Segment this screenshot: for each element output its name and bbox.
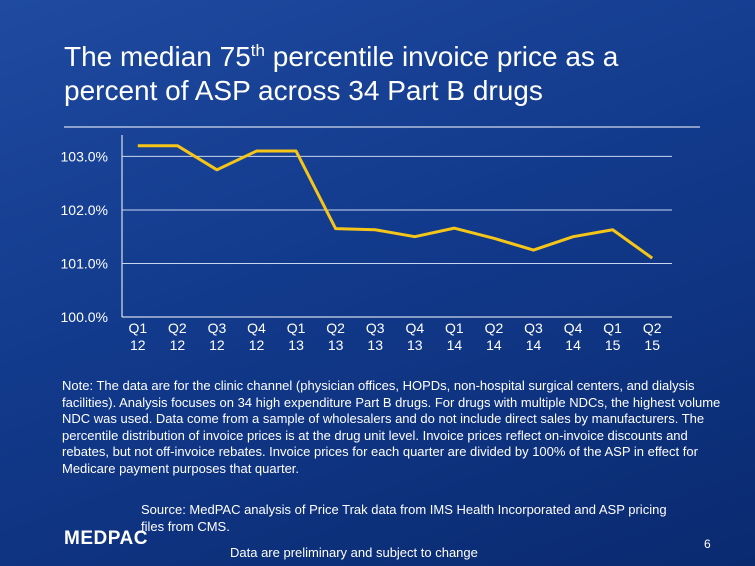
x-tick-label: Q2 xyxy=(326,320,345,336)
note: Note: The data are for the clinic channe… xyxy=(62,378,721,476)
x-tick-label: Q1 xyxy=(445,320,464,336)
x-tick-label: 12 xyxy=(249,337,265,353)
x-tick-label: Q4 xyxy=(247,320,266,336)
x-tick-label: Q1 xyxy=(287,320,306,336)
x-tick-label: Q3 xyxy=(524,320,543,336)
x-tick-label: Q4 xyxy=(564,320,583,336)
x-tick-label: 12 xyxy=(209,337,225,353)
x-tick-label: Q3 xyxy=(366,320,385,336)
chart-title: The median 75th percentile invoice price… xyxy=(64,41,619,106)
chart: The median 75th percentile invoice price… xyxy=(61,41,672,353)
logo: MEDPAC xyxy=(64,528,148,549)
y-tick-label: 103.0% xyxy=(61,148,108,164)
x-tick-label: 12 xyxy=(170,337,186,353)
x-tick-label: 14 xyxy=(486,337,502,353)
title-part: percentile invoice price as a xyxy=(265,41,619,72)
x-tick-label: Q3 xyxy=(208,320,227,336)
x-tick-label: 13 xyxy=(288,337,304,353)
x-tick-label: 14 xyxy=(565,337,581,353)
page-number: 6 xyxy=(704,537,711,551)
x-tick-label: 13 xyxy=(407,337,423,353)
title-part: percent of ASP across 34 Part B drugs xyxy=(64,75,543,106)
disclaimer: Data are preliminary and subject to chan… xyxy=(230,545,478,560)
y-tick-label: 100.0% xyxy=(61,309,108,325)
x-tick-label: Q4 xyxy=(405,320,424,336)
y-tick-label: 101.0% xyxy=(61,255,108,271)
y-tick-label: 102.0% xyxy=(61,202,108,218)
x-tick-label: 12 xyxy=(130,337,146,353)
title-part: th xyxy=(251,41,265,60)
x-tick-label: Q2 xyxy=(168,320,187,336)
x-tick-label: 14 xyxy=(526,337,542,353)
source: Source: MedPAC analysis of Price Trak da… xyxy=(141,502,667,534)
x-tick-label: Q2 xyxy=(485,320,504,336)
x-tick-label: Q2 xyxy=(643,320,662,336)
data-line xyxy=(137,144,654,260)
x-tick-label: 15 xyxy=(644,337,660,353)
x-tick-label: 15 xyxy=(605,337,621,353)
x-tick-label: 13 xyxy=(367,337,383,353)
x-tick-label: 14 xyxy=(447,337,463,353)
x-tick-label: Q1 xyxy=(128,320,147,336)
x-tick-label: 13 xyxy=(328,337,344,353)
title-part: The median 75 xyxy=(64,41,251,72)
x-tick-label: Q1 xyxy=(603,320,622,336)
